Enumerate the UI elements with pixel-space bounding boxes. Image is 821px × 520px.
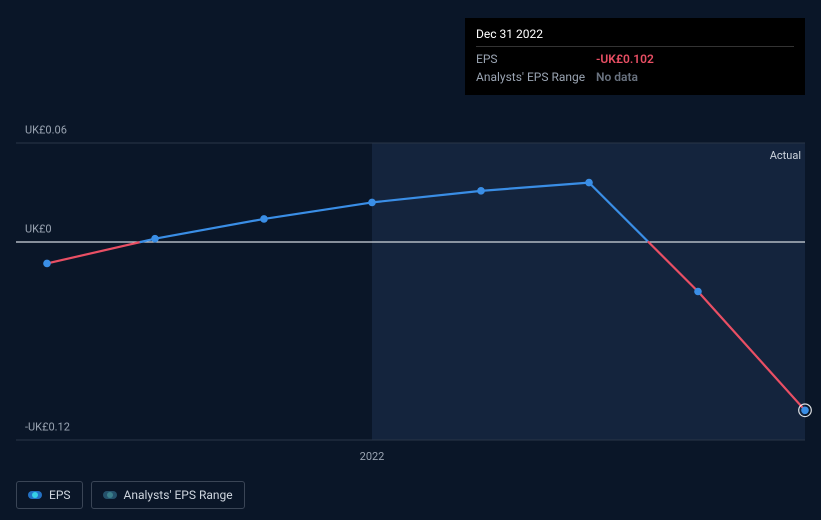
legend-swatch-icon	[28, 491, 42, 499]
chart-tooltip: Dec 31 2022 EPS-UK£0.102Analysts' EPS Ra…	[465, 18, 805, 95]
tooltip-row-label: Analysts' EPS Range	[476, 70, 596, 84]
tooltip-row: EPS-UK£0.102	[476, 50, 794, 68]
legend-label: EPS	[49, 488, 71, 502]
tooltip-row-value: No data	[596, 70, 638, 84]
eps-chart: UK£0.06 UK£0 -UK£0.12 2022 Actual Dec 31 2…	[0, 0, 821, 520]
tooltip-row-value: -UK£0.102	[596, 52, 654, 66]
tooltip-date: Dec 31 2022	[476, 27, 794, 47]
x-axis-tick-label: 2022	[360, 450, 385, 463]
y-axis-tick-label: UK£0.06	[25, 124, 67, 137]
legend-item-eps[interactable]: EPS	[16, 481, 83, 509]
legend-item-eps-range[interactable]: Analysts' EPS Range	[91, 481, 245, 509]
chart-legend: EPS Analysts' EPS Range	[16, 481, 245, 509]
tooltip-row: Analysts' EPS RangeNo data	[476, 68, 794, 86]
tooltip-row-label: EPS	[476, 52, 596, 66]
actual-label: Actual	[770, 149, 801, 162]
legend-label: Analysts' EPS Range	[124, 488, 233, 502]
y-axis-tick-label: UK£0	[25, 223, 52, 236]
y-axis-tick-label: -UK£0.12	[25, 421, 70, 434]
legend-swatch-icon	[103, 491, 117, 499]
